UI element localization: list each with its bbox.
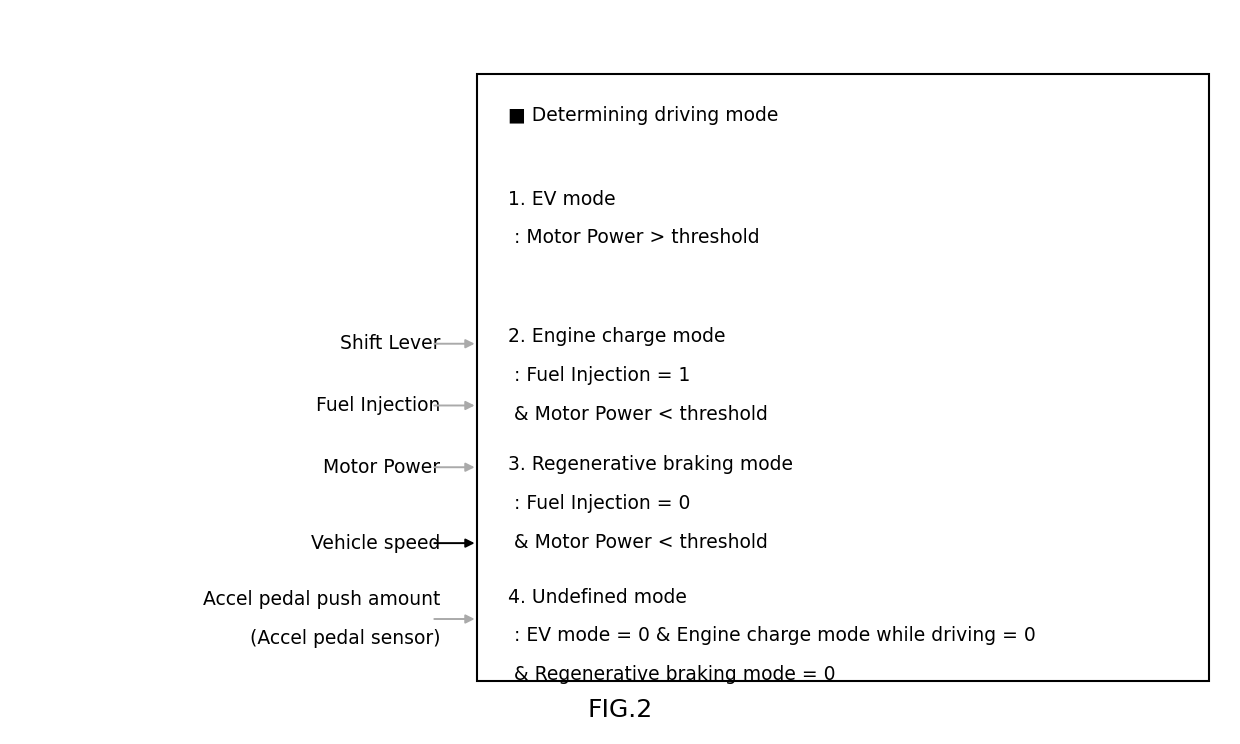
Bar <box>477 74 1209 681</box>
Text: & Regenerative braking mode = 0: & Regenerative braking mode = 0 <box>508 665 836 684</box>
Text: 3. Regenerative braking mode: 3. Regenerative braking mode <box>508 455 794 475</box>
Text: 4. Undefined mode: 4. Undefined mode <box>508 588 687 607</box>
Text: Fuel Injection: Fuel Injection <box>316 396 440 415</box>
Text: : Motor Power > threshold: : Motor Power > threshold <box>508 228 760 248</box>
Text: 2. Engine charge mode: 2. Engine charge mode <box>508 327 725 347</box>
Text: : Fuel Injection = 0: : Fuel Injection = 0 <box>508 494 691 513</box>
Text: ■ Determining driving mode: ■ Determining driving mode <box>508 106 779 125</box>
Text: 1. EV mode: 1. EV mode <box>508 190 616 209</box>
Text: Accel pedal push amount: Accel pedal push amount <box>203 590 440 609</box>
Text: Motor Power: Motor Power <box>324 458 440 477</box>
Text: FIG.2: FIG.2 <box>588 698 652 722</box>
Text: : Fuel Injection = 1: : Fuel Injection = 1 <box>508 366 691 385</box>
Text: : EV mode = 0 & Engine charge mode while driving = 0: : EV mode = 0 & Engine charge mode while… <box>508 626 1037 646</box>
Text: Shift Lever: Shift Lever <box>340 334 440 353</box>
Text: (Accel pedal sensor): (Accel pedal sensor) <box>249 629 440 648</box>
Text: Vehicle speed: Vehicle speed <box>311 533 440 553</box>
Text: & Motor Power < threshold: & Motor Power < threshold <box>508 405 769 424</box>
Text: & Motor Power < threshold: & Motor Power < threshold <box>508 533 769 552</box>
